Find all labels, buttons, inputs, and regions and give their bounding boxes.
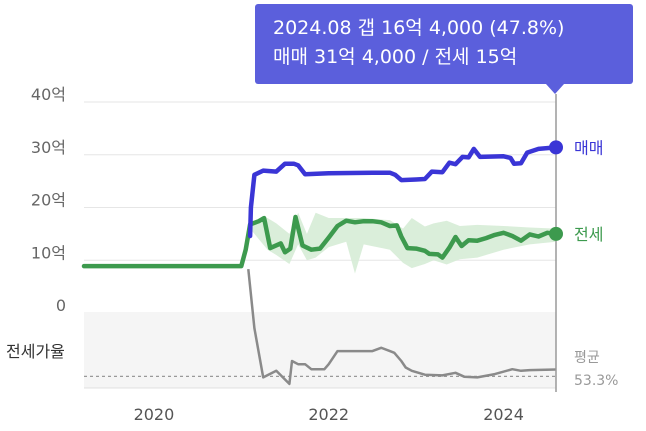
y-tick-label: 20억: [31, 191, 66, 210]
x-tick-label: 2022: [308, 405, 349, 424]
y-axis-ticks: 40억 30억 20억 10억 0: [31, 85, 66, 315]
sale-end-dot: [549, 140, 563, 155]
tooltip-price-line: 매매 31억 4,000 / 전세 15억: [273, 46, 518, 68]
jeonse-line: [81, 214, 559, 269]
y-tick-label: 40억: [31, 85, 66, 104]
y-tick-label: 10억: [31, 243, 66, 262]
tooltip-gap-line: 2024.08 갭 16억 4,000 (47.8%): [273, 17, 565, 39]
jeonse-ratio-line: [247, 268, 557, 386]
tooltip: 2024.08 갭 16억 4,000 (47.8%) 매매 31억 4,000…: [255, 4, 633, 84]
sale-end-label: 매매: [574, 138, 603, 157]
tooltip-pointer: [546, 84, 564, 94]
sale-line: [247, 145, 559, 239]
grid-lines: [84, 101, 556, 261]
x-tick-label: 2024: [483, 405, 524, 424]
jeonse-end-label: 전세: [574, 225, 603, 244]
x-tick-label: 2020: [134, 405, 175, 424]
average-value: 53.3%: [574, 373, 618, 389]
average-title: 평균: [574, 350, 600, 366]
x-axis-ticks: 2020 2022 2024: [84, 387, 556, 424]
y-tick-label: 0: [56, 296, 66, 315]
y-tick-label: 30억: [31, 138, 66, 157]
ratio-series: [84, 268, 557, 386]
ratio-panel-background: [84, 312, 556, 388]
ratio-axis-label: 전세가율: [6, 342, 65, 361]
jeonse-end-dot: [549, 226, 563, 241]
series-lines: [81, 145, 559, 269]
